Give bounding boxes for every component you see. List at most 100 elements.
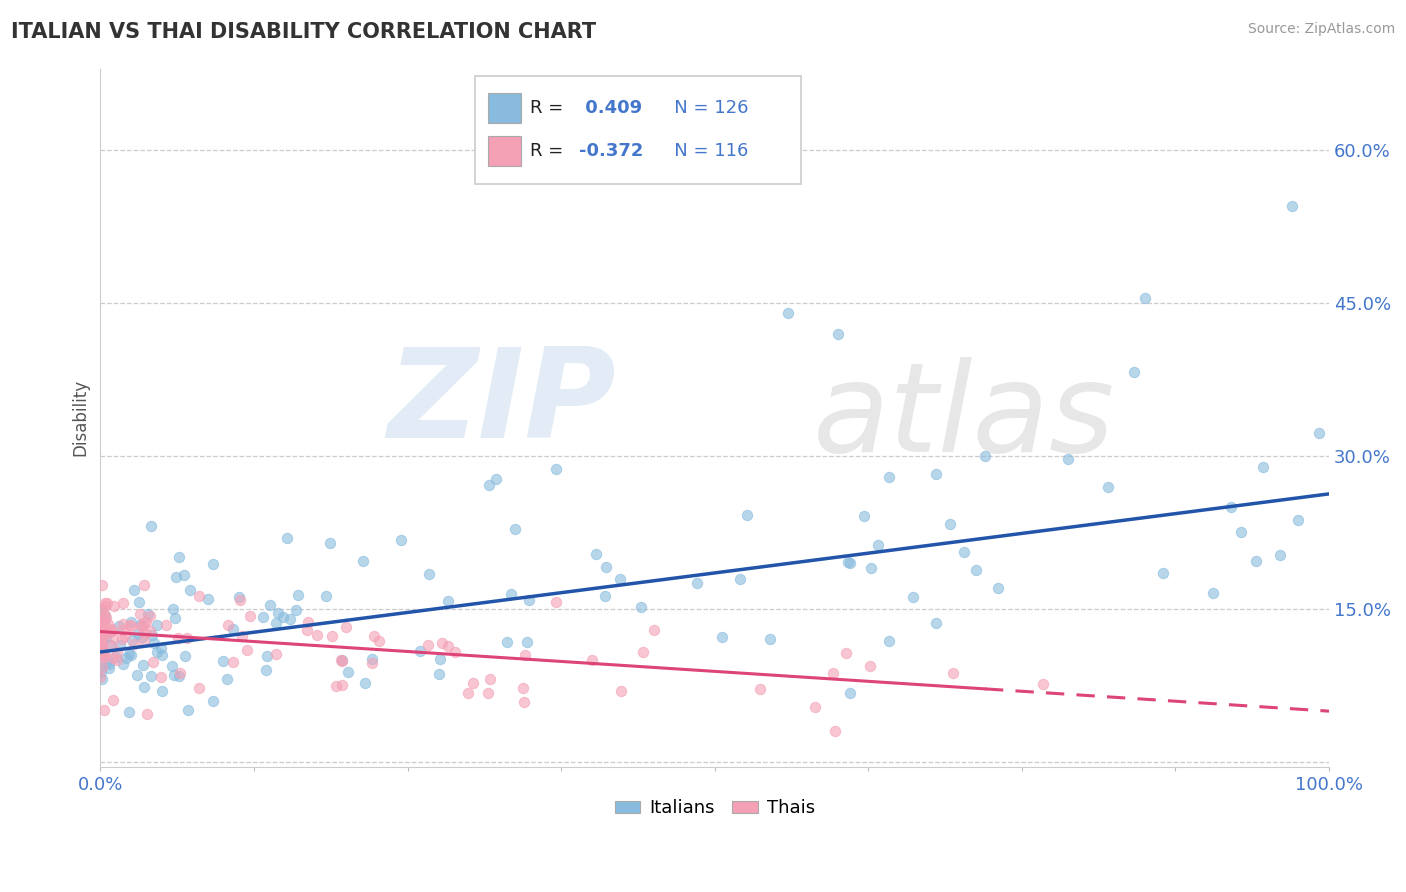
Point <box>215 672 238 686</box>
Point <box>197 591 219 606</box>
Point <box>112 596 135 610</box>
Point <box>91 621 114 635</box>
Point <box>546 595 568 609</box>
Point <box>120 615 142 629</box>
Text: atlas: atlas <box>813 358 1115 478</box>
Point <box>89 619 111 633</box>
Point <box>217 618 239 632</box>
Point <box>517 593 540 607</box>
Point <box>437 639 460 653</box>
Point <box>167 549 190 564</box>
Point <box>152 683 174 698</box>
Point <box>859 659 882 673</box>
Point <box>837 555 859 569</box>
Point <box>173 567 195 582</box>
Point <box>1246 554 1268 568</box>
Point <box>138 624 160 638</box>
Point <box>94 630 117 644</box>
Point <box>228 590 250 604</box>
Point <box>179 583 201 598</box>
Text: ZIP: ZIP <box>388 343 616 465</box>
Point <box>120 619 142 633</box>
Point <box>91 640 114 654</box>
Point <box>939 517 962 532</box>
Point <box>595 559 617 574</box>
Point <box>91 660 114 674</box>
Point <box>98 625 121 640</box>
Point <box>101 622 124 636</box>
Point <box>89 633 111 648</box>
Point <box>1253 459 1275 474</box>
Point <box>128 594 150 608</box>
Point <box>90 630 112 644</box>
Point <box>94 650 117 665</box>
Point <box>877 633 900 648</box>
Point <box>1229 524 1251 539</box>
Point <box>146 617 169 632</box>
Point <box>501 587 523 601</box>
Point <box>111 657 134 672</box>
Point <box>360 656 382 670</box>
Point <box>111 616 134 631</box>
Point <box>134 680 156 694</box>
Point <box>330 654 353 668</box>
Point <box>821 666 844 681</box>
Point <box>101 631 124 645</box>
Point <box>643 623 665 637</box>
Point <box>1281 199 1303 213</box>
Point <box>111 632 134 646</box>
Point <box>478 672 501 686</box>
Y-axis label: Disability: Disability <box>72 379 89 457</box>
Point <box>1097 480 1119 494</box>
Point <box>287 588 309 602</box>
Point <box>162 602 184 616</box>
Point <box>89 670 111 684</box>
Point <box>953 544 976 558</box>
Point <box>728 572 751 586</box>
Point <box>264 648 287 662</box>
Point <box>236 643 259 657</box>
Point <box>104 649 127 664</box>
Point <box>108 618 131 632</box>
Point <box>149 640 172 655</box>
Point <box>1202 586 1225 600</box>
Point <box>94 608 117 623</box>
Point <box>160 658 183 673</box>
Point <box>143 635 166 649</box>
Point <box>485 472 508 486</box>
Point <box>254 663 277 677</box>
Point <box>252 610 274 624</box>
Point <box>93 703 115 717</box>
Point <box>141 628 163 642</box>
Point <box>141 519 163 533</box>
Point <box>513 695 536 709</box>
Point <box>630 599 652 614</box>
Point <box>91 645 114 659</box>
Point <box>120 648 142 662</box>
Point <box>103 599 125 614</box>
Point <box>122 583 145 598</box>
Point <box>121 633 143 648</box>
Point <box>495 635 517 649</box>
Point <box>142 655 165 669</box>
Point <box>824 723 846 738</box>
Point <box>1152 566 1174 580</box>
Point <box>94 648 117 663</box>
Point <box>94 656 117 670</box>
Point <box>285 603 308 617</box>
Point <box>100 624 122 638</box>
Point <box>165 570 187 584</box>
Point <box>1057 451 1080 466</box>
Point <box>544 462 567 476</box>
Point <box>1122 365 1144 379</box>
Point <box>329 653 352 667</box>
Point <box>319 536 342 550</box>
Point <box>307 628 329 642</box>
Point <box>418 567 440 582</box>
Point <box>748 682 770 697</box>
Point <box>859 560 882 574</box>
Point <box>839 556 862 570</box>
Point <box>94 599 117 613</box>
Point <box>321 629 343 643</box>
Point <box>122 637 145 651</box>
